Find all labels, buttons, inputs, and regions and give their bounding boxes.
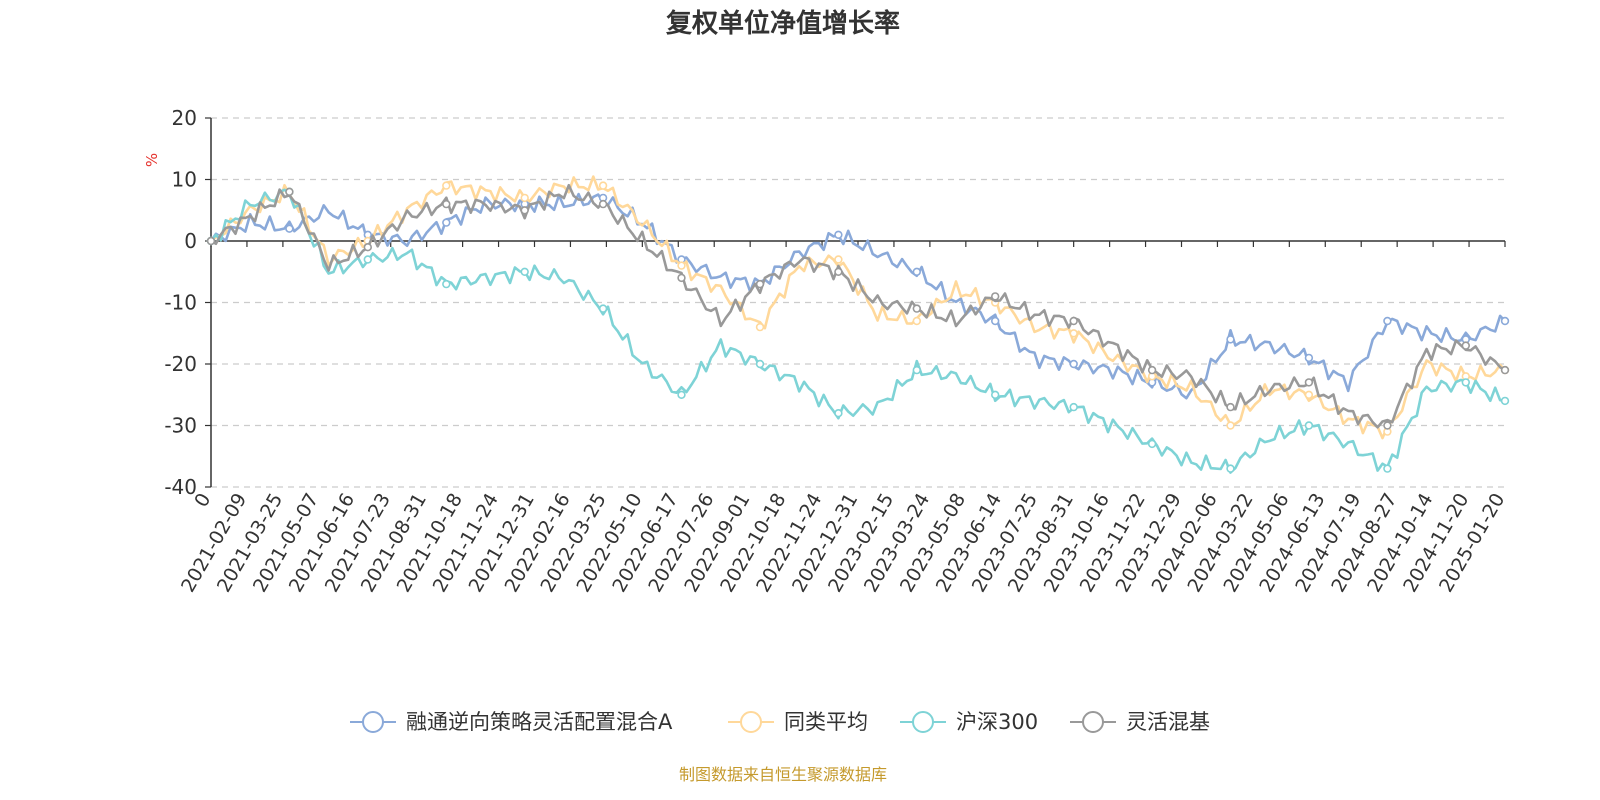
series-point bbox=[598, 304, 608, 313]
series-point bbox=[206, 236, 216, 246]
series-point bbox=[1304, 378, 1314, 387]
series-point bbox=[1500, 316, 1510, 326]
y-tick-label: -10 bbox=[164, 291, 197, 315]
series-point bbox=[363, 243, 372, 252]
y-tick-label: -20 bbox=[164, 352, 197, 376]
y-axis-unit: % bbox=[143, 153, 161, 167]
legend-marker bbox=[1082, 711, 1104, 733]
series-point bbox=[1226, 335, 1235, 344]
series-point bbox=[1500, 396, 1510, 406]
series-point bbox=[834, 267, 843, 276]
series-point bbox=[1147, 365, 1157, 375]
legend-marker bbox=[740, 711, 762, 733]
series-line bbox=[210, 175, 1506, 440]
series-point bbox=[834, 255, 843, 264]
series-point bbox=[442, 199, 451, 209]
series-line bbox=[209, 192, 1506, 400]
legend-item[interactable]: 沪深300 bbox=[900, 710, 1038, 734]
series-point bbox=[1500, 365, 1510, 375]
legend: 融通逆向策略灵活配置混合A 同类平均 沪深300 灵活混基 bbox=[350, 710, 1210, 734]
series-point bbox=[1304, 421, 1314, 430]
legend-item[interactable]: 融通逆向策略灵活配置混合A bbox=[350, 710, 673, 734]
y-tick-label: 0 bbox=[184, 229, 197, 253]
series-point bbox=[990, 390, 1000, 399]
series-point bbox=[1461, 378, 1471, 387]
series-point bbox=[1304, 390, 1314, 399]
legend-label: 灵活混基 bbox=[1126, 710, 1210, 734]
series-point bbox=[912, 267, 921, 276]
series-point bbox=[1226, 464, 1235, 473]
series-point bbox=[285, 224, 294, 233]
series-point bbox=[363, 255, 372, 264]
series-point bbox=[677, 261, 686, 270]
series-point bbox=[520, 193, 529, 203]
series-layer bbox=[206, 175, 1510, 474]
source-note: 制图数据来自恒生聚源数据库 bbox=[679, 765, 887, 784]
series-point bbox=[1461, 341, 1471, 350]
series-point bbox=[442, 181, 451, 190]
series-point bbox=[285, 187, 294, 197]
series-point bbox=[755, 279, 765, 289]
y-tick-label: 10 bbox=[172, 168, 197, 192]
series-point bbox=[598, 181, 608, 190]
series-point bbox=[1069, 329, 1078, 338]
series-point bbox=[1226, 421, 1235, 430]
legend-item[interactable]: 灵活混基 bbox=[1070, 710, 1210, 734]
series-point bbox=[442, 218, 451, 227]
legend-label: 同类平均 bbox=[784, 710, 868, 734]
series-point bbox=[677, 273, 686, 283]
y-tick-label: -30 bbox=[164, 414, 197, 438]
x-axis-ticks: 02021-02-092021-03-252021-05-072021-06-1… bbox=[177, 241, 1509, 596]
series-point bbox=[912, 304, 921, 313]
chart-title: 复权单位净值增长率 bbox=[666, 8, 900, 39]
series-line bbox=[210, 183, 1506, 429]
legend-marker bbox=[912, 711, 934, 733]
series-point bbox=[1069, 359, 1078, 369]
series-point bbox=[677, 390, 686, 399]
series-point bbox=[520, 206, 529, 215]
legend-label: 融通逆向策略灵活配置混合A bbox=[406, 710, 673, 734]
series-point bbox=[912, 316, 921, 326]
series-point bbox=[442, 279, 451, 289]
series-point bbox=[1304, 353, 1314, 363]
legend-marker bbox=[362, 711, 384, 733]
series-point bbox=[834, 409, 843, 418]
gridlines bbox=[211, 117, 1505, 488]
x-tick-label: 0 bbox=[190, 490, 215, 511]
series-point bbox=[598, 199, 608, 209]
series-point bbox=[912, 365, 921, 375]
y-tick-label: 20 bbox=[172, 106, 197, 130]
series-point bbox=[1383, 316, 1392, 326]
series-point bbox=[990, 316, 1000, 326]
series-point bbox=[755, 359, 765, 369]
series-point bbox=[1383, 464, 1392, 473]
series-point bbox=[834, 230, 843, 240]
series-point bbox=[1069, 316, 1078, 326]
legend-label: 沪深300 bbox=[956, 710, 1038, 734]
series-point bbox=[520, 267, 529, 276]
series-point bbox=[755, 322, 765, 332]
legend-item[interactable]: 同类平均 bbox=[728, 710, 868, 734]
y-tick-label: -40 bbox=[164, 475, 197, 499]
series-point bbox=[1147, 439, 1157, 449]
series-point bbox=[1383, 421, 1392, 430]
y-axis-ticks: 20 10 0 -10 -20 -30 -40 bbox=[164, 106, 211, 499]
series-line bbox=[209, 188, 1506, 474]
series-point bbox=[990, 292, 1000, 301]
series-point bbox=[1226, 402, 1235, 412]
series-point bbox=[1069, 402, 1078, 412]
